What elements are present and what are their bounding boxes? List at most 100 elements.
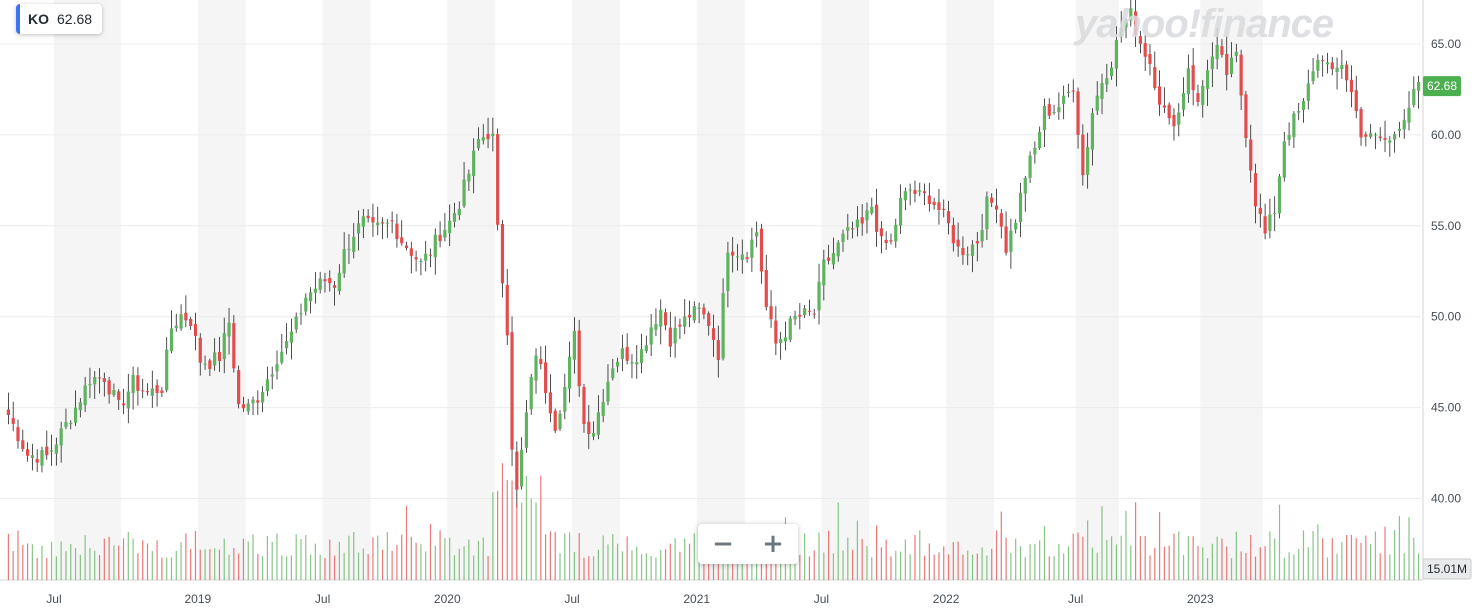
shaded-band [821,0,870,580]
volume-bar [943,546,945,580]
candle-body [994,205,999,210]
shaded-band [322,0,371,580]
candle-body [1412,89,1416,105]
volume-bar [765,549,767,580]
candle-body [376,222,380,226]
volume-bar [1370,543,1372,580]
volume-bar [1072,533,1074,580]
volume-bar [1178,531,1180,580]
candle-body [678,324,682,327]
volume-bar [573,551,575,580]
volume-bar [799,554,801,580]
volume-bar [1192,536,1194,580]
zoom-in-button[interactable]: + [748,524,798,564]
candle-body [241,404,246,409]
ticker-badge[interactable]: KO 62.68 [16,4,103,34]
volume-bar [909,554,911,580]
volume-bar [564,533,566,580]
volume-bar [319,554,321,580]
volume-bar [952,542,954,580]
candle-body [356,223,361,234]
candle-body [544,362,548,394]
volume-bar [1053,556,1055,580]
volume-bar [1379,553,1381,580]
candle-body [548,392,553,414]
candle-body [59,428,63,446]
candle-body [1047,104,1051,116]
volume-bar [631,550,633,580]
ticker-symbol: KO [28,11,49,27]
volume-bar [938,552,940,580]
volume-bar [348,535,350,580]
candle-body [467,173,471,182]
candle-body [874,204,879,232]
volume-bar [1115,544,1118,580]
volume-bar [1394,530,1396,580]
volume-bar [933,554,935,580]
volume-bar [434,545,436,580]
candle-body [145,391,150,393]
candle-body [438,234,442,242]
volume-bar [899,551,902,580]
yahoo-finance-logo: yahoo!finance [1075,2,1334,46]
zoom-out-button[interactable]: − [698,524,748,564]
candle-body [1277,176,1282,214]
candle-body [1057,107,1061,113]
last-price-tag [1423,76,1461,97]
candle-body [73,407,78,423]
candle-body [1033,147,1037,155]
candle-body [318,278,322,290]
volume-bar [511,480,513,580]
volume-bar [890,556,892,580]
volume-bar [981,547,983,580]
candle-body [1306,83,1310,101]
candle-body [64,421,68,428]
x-tick-label: Jul [46,592,61,606]
volume-bar [1029,544,1031,580]
candle-body [520,449,524,487]
candle-body [894,224,898,242]
candle-body [1253,173,1258,207]
candle-body [443,229,447,238]
candle-body [285,341,289,349]
candle-body [860,217,864,224]
y-tick-label: 45.00 [1431,401,1461,415]
candle-body [596,412,600,435]
volume-bar [880,547,882,580]
candle-body [1042,105,1047,130]
volume-bar [146,543,149,580]
volume-bar [1024,557,1026,580]
candle-body [812,313,816,315]
volume-bar [736,553,739,580]
volume-bar [1350,534,1353,580]
candle-body [1325,62,1330,65]
candle-body [1340,64,1344,69]
volume-bar [252,534,254,580]
volume-bar [732,555,734,580]
shaded-band [53,0,122,580]
x-tick-label: 2022 [933,592,960,606]
candle-body [654,324,658,330]
candle-body [735,256,740,258]
volume-bar [1355,538,1357,580]
volume-bar [521,502,523,580]
volume-bar [645,553,647,580]
candle-body [414,257,418,260]
candle-body [999,213,1003,227]
candle-body [491,133,495,137]
x-tick-label: 2021 [683,592,710,606]
x-tick-label: Jul [564,592,579,606]
candle-body [1018,192,1023,223]
volume-bar [1312,531,1314,580]
volume-bar [1077,532,1079,580]
volume-bar [1087,520,1089,580]
candle-body [155,385,159,394]
volume-bar [41,545,43,580]
volume-bar [506,480,508,580]
candle-body [1201,85,1205,106]
candle-body [635,362,639,365]
candle-body [136,375,140,391]
candle-body [1162,105,1166,108]
volume-bar [1413,537,1415,580]
